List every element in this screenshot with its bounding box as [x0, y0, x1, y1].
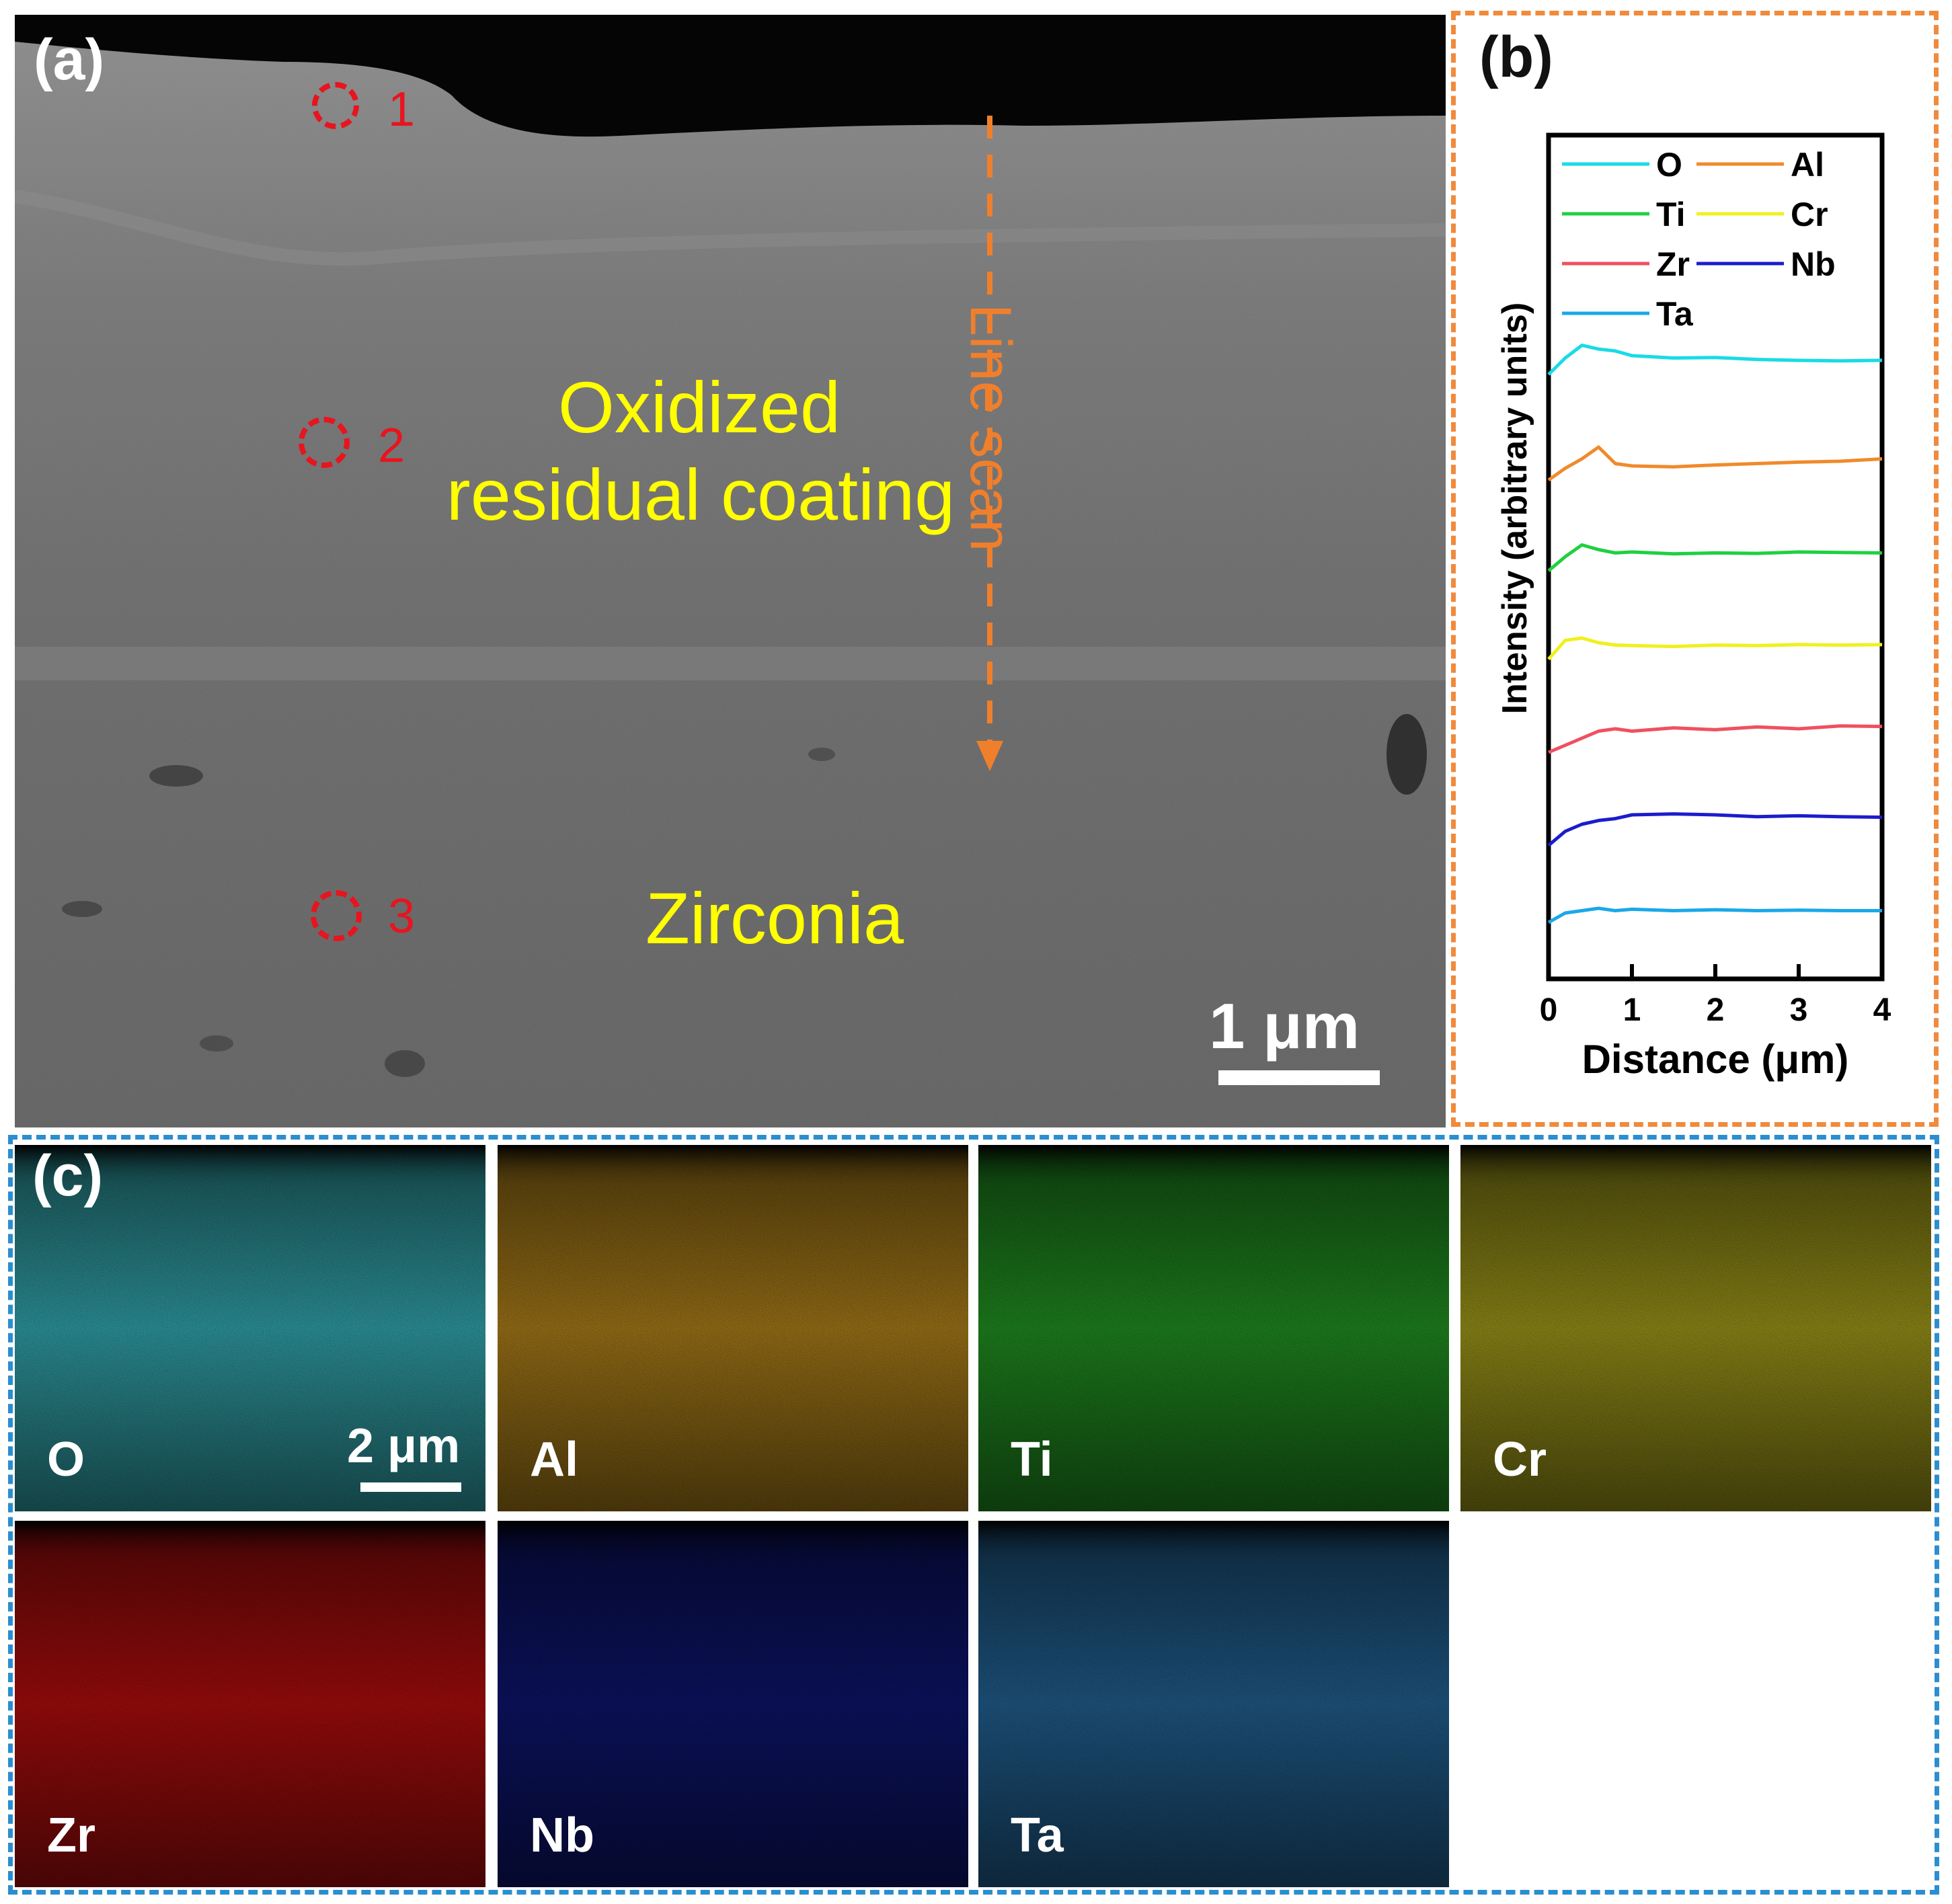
panel-c-label: (c)	[32, 1144, 104, 1208]
eds-map-label-ta: Ta	[1011, 1809, 1064, 1862]
panel-b-frame	[1451, 11, 1939, 1127]
panel-c-frame	[8, 1135, 1939, 1895]
point-label-3: 3	[388, 889, 416, 943]
series-line-nb	[1547, 812, 1883, 847]
panel-b-label: (b)	[1479, 25, 1553, 89]
series-line-cr	[1547, 636, 1883, 661]
scale-bar-a-label: 1 μm	[1209, 990, 1360, 1062]
eds-map-nb: Nb	[498, 1521, 968, 1887]
point-marker-3	[311, 890, 362, 941]
legend-label-o: O	[1656, 146, 1682, 184]
legend-label-nb: Nb	[1791, 245, 1836, 283]
point-marker-2	[299, 417, 350, 468]
legend-label-zr: Zr	[1656, 245, 1690, 283]
x-axis-label: Distance (μm)	[1582, 1037, 1849, 1082]
x-tick-label: 3	[1790, 992, 1808, 1028]
x-axis-ticks: 0 1 2 3 4	[1540, 964, 1891, 1028]
eds-map-label-cr: Cr	[1493, 1433, 1547, 1486]
eds-map-zr: Zr	[15, 1521, 485, 1887]
legend-label-cr: Cr	[1791, 196, 1828, 233]
eds-map-label-al: Al	[530, 1433, 578, 1486]
x-tick-label: 4	[1873, 992, 1891, 1028]
legend-label-al: Al	[1791, 146, 1824, 184]
eds-map-ta: Ta	[978, 1521, 1449, 1887]
eds-map-ti: Ti	[978, 1145, 1449, 1511]
x-tick-label: 1	[1623, 992, 1641, 1028]
series-line-ta	[1547, 906, 1882, 924]
eds-map-label-nb: Nb	[530, 1809, 594, 1862]
point-marker-1	[312, 82, 359, 129]
eds-map-label-o: O	[47, 1433, 85, 1486]
scale-bar-c-label: 2 μm	[347, 1419, 461, 1473]
series-line-ti	[1547, 543, 1883, 572]
scale-bar-c	[360, 1482, 461, 1492]
panel-a: (a) 1 2 3 Oxidized residual coating Zirc…	[13, 15, 1446, 1127]
eds-map-o: O	[15, 1145, 485, 1511]
point-label-1: 1	[388, 83, 416, 136]
panel-a-label: (a)	[34, 28, 105, 92]
legend-label-ta: Ta	[1656, 295, 1694, 333]
region-label-oxidized: Oxidized	[557, 366, 841, 448]
series-line-zr	[1548, 724, 1883, 754]
eds-map-label-ti: Ti	[1011, 1433, 1053, 1486]
point-label-2: 2	[378, 419, 405, 473]
eds-map-al: Al	[498, 1145, 968, 1511]
line-scan-label: Line scan	[958, 304, 1023, 552]
chart-legend: O Al Ti Cr Zr Nb Ta	[1562, 146, 1836, 333]
eds-map-cr: Cr	[1460, 1145, 1931, 1511]
eds-map-label-zr: Zr	[47, 1809, 95, 1862]
region-label-residual-coating: residual coating	[446, 454, 955, 535]
legend-label-ti: Ti	[1656, 196, 1686, 233]
x-tick-label: 0	[1540, 992, 1558, 1028]
scale-bar-a	[1218, 1070, 1380, 1085]
sem-image	[13, 15, 1446, 1127]
y-axis-label: Intensity (arbitrary units)	[1495, 303, 1534, 715]
region-label-zirconia: Zirconia	[645, 877, 904, 959]
line-scan-chart: O Al Ti Cr Zr Nb Ta 0 1 2 3 4 Distance (μm) Intens…	[1495, 132, 1891, 1082]
chart-series	[1547, 344, 1883, 924]
line-scan-arrow	[976, 116, 1003, 771]
series-line-o	[1547, 344, 1883, 376]
series-line-al	[1547, 445, 1883, 482]
x-tick-label: 2	[1707, 992, 1725, 1028]
